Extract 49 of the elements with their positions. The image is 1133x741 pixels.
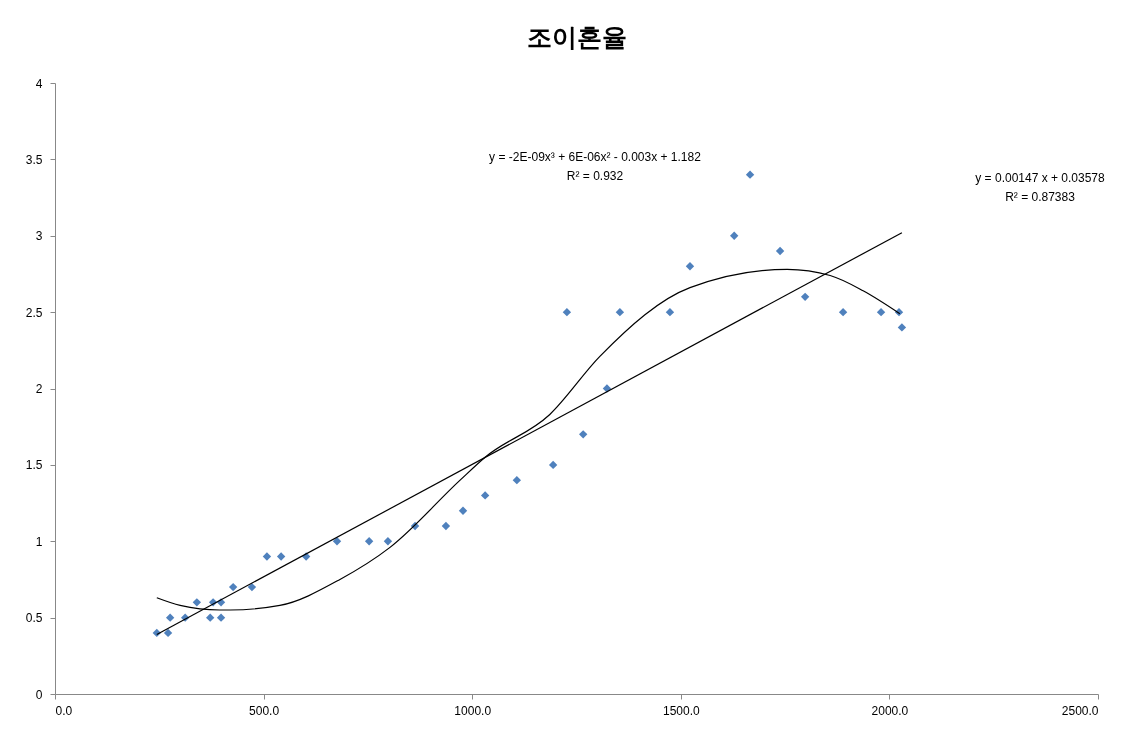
point	[480, 491, 490, 500]
point	[800, 292, 810, 302]
point	[364, 537, 374, 546]
point	[730, 231, 739, 240]
y-tick-label: 1.5	[25, 458, 43, 473]
x-tick-label: 0.0	[55, 703, 73, 718]
annotation: R² = 0.932	[566, 169, 624, 183]
point	[562, 307, 572, 317]
y-tick-label: 1	[35, 534, 43, 549]
annotation: y = -2E-09x³ + 6E-06x² - 0.003x + 1.182	[489, 150, 702, 164]
point	[665, 307, 675, 317]
point	[216, 613, 226, 622]
y-tick-label: 2	[35, 382, 43, 396]
y-tick-label: 3	[35, 229, 43, 244]
point	[441, 521, 451, 531]
x-tick-label: 500.0	[249, 703, 280, 718]
chart-title: 조이혼율	[526, 23, 627, 51]
y-tick-label: 0	[35, 687, 43, 702]
y-tick-label: 4	[35, 76, 43, 91]
point	[276, 552, 286, 561]
point	[615, 307, 625, 317]
point	[383, 537, 393, 546]
point	[512, 475, 522, 485]
point	[262, 552, 272, 561]
point	[578, 430, 588, 439]
point	[206, 613, 215, 622]
point	[247, 582, 257, 592]
y-tick-label: 3.5	[25, 152, 43, 167]
x-tick-label: 2000.0	[871, 703, 909, 718]
point	[775, 246, 785, 256]
x-tick-label: 2500.0	[1061, 703, 1099, 718]
point	[332, 537, 342, 546]
annotation: y = 0.00147 x + 0.03578	[975, 171, 1106, 185]
point	[548, 460, 558, 470]
y-tick-label: 2.5	[25, 305, 43, 320]
x-tick-label: 1000.0	[454, 703, 492, 718]
point	[897, 323, 907, 332]
point	[838, 307, 848, 317]
point	[228, 582, 238, 592]
point	[458, 506, 468, 515]
annotation: R² = 0.87383	[1005, 190, 1076, 204]
point	[165, 613, 175, 622]
y-tick-label: 0.5	[25, 611, 43, 626]
x-tick-label: 1500.0	[662, 703, 700, 718]
point	[192, 598, 202, 607]
point	[685, 262, 695, 271]
point	[876, 307, 886, 317]
point	[745, 170, 755, 179]
point	[163, 628, 173, 638]
